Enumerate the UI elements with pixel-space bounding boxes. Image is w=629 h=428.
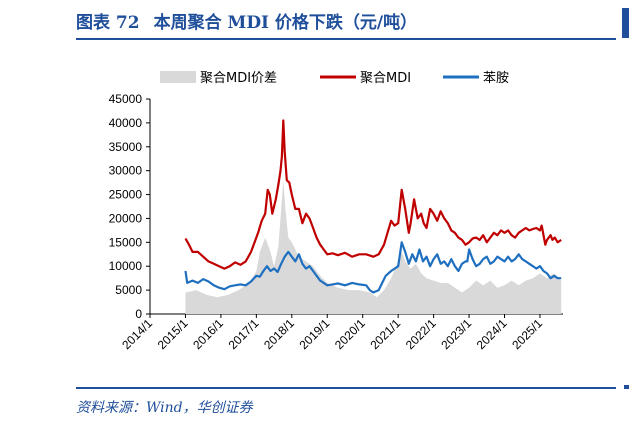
figure-caption: 本周聚合 MDI 价格下跌（元/吨） [153, 13, 418, 33]
x-tick-label: 2018/1 [261, 316, 297, 352]
x-tick-label: 2021/1 [367, 316, 403, 352]
series-line-aniline [184, 241, 562, 294]
figure-title: 图表 72 本周聚合 MDI 价格下跌（元/吨） [76, 8, 431, 33]
y-axis-ticks: 0 5000 10000 15000 20000 25000 30000 35000 40000… [109, 92, 150, 321]
y-tick-label: 15000 [109, 235, 143, 249]
series-line-mdi [184, 119, 562, 270]
x-axis-ticks: 2014/1 2015/1 2016/1 2017/1 2018/1 2019/1 2020… [119, 314, 545, 352]
spread-area-layer [185, 180, 562, 314]
y-tick-label: 45000 [109, 92, 143, 106]
adjacent-panel-edge [622, 8, 629, 38]
y-tick-label: 35000 [109, 140, 143, 154]
y-tick-label: 25000 [109, 188, 143, 202]
y-tick-label: 30000 [109, 164, 143, 178]
source-note: 资料来源：Wind，华创证券 [76, 400, 253, 416]
x-tick-label: 2015/1 [155, 316, 191, 352]
x-tick-label: 2025/1 [509, 316, 545, 352]
y-tick-label: 5000 [115, 283, 142, 297]
legend-label: 聚合MDI [360, 71, 411, 86]
legend-label: 苯胺 [483, 71, 509, 86]
x-tick-label: 2020/1 [332, 316, 368, 352]
x-tick-label: 2016/1 [190, 316, 226, 352]
figure-number: 图表 72 [76, 13, 140, 33]
series-line-layer [184, 119, 562, 294]
legend-swatch-spread [160, 71, 196, 83]
adjacent-panel-edge-bottom [624, 385, 629, 389]
y-tick-label: 10000 [109, 259, 143, 273]
axes [149, 99, 563, 315]
x-tick-label: 2019/1 [297, 316, 333, 352]
y-tick-label: 0 [135, 307, 142, 321]
legend-label: 聚合MDI价差 [200, 71, 277, 86]
legend: 聚合MDI价差 聚合MDI 苯胺 [160, 71, 509, 86]
series-area-spread [185, 180, 562, 314]
x-tick-label: 2022/1 [403, 316, 439, 352]
x-tick-label: 2014/1 [119, 316, 155, 352]
x-tick-label: 2024/1 [474, 316, 510, 352]
title-rule [76, 38, 616, 40]
y-tick-label: 40000 [109, 116, 143, 130]
x-tick-label: 2017/1 [226, 316, 262, 352]
source-rule [76, 387, 616, 389]
y-tick-label: 20000 [109, 211, 143, 225]
x-tick-label: 2023/1 [438, 316, 474, 352]
